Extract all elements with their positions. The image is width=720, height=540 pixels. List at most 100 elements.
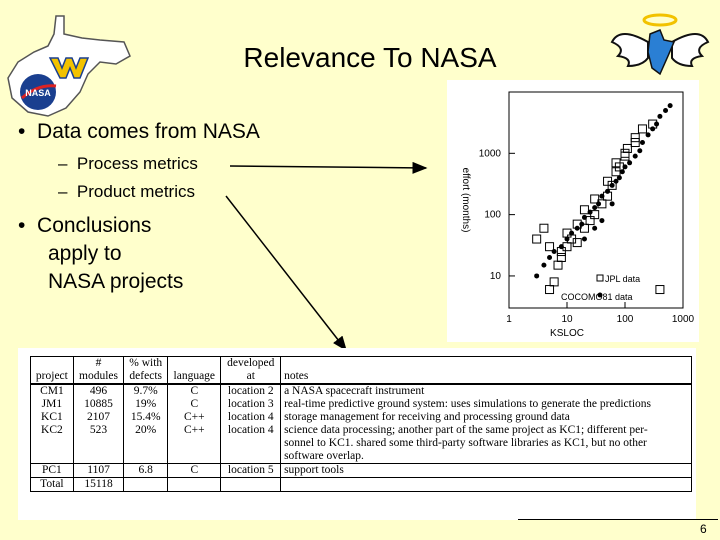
cocomo-data-point (654, 121, 660, 127)
jpl-data-point (603, 176, 613, 186)
cell-defects: 6.8 (123, 463, 169, 478)
cell-defects (123, 477, 169, 492)
cocomo-data-point (592, 225, 598, 231)
x-axis-label: KSLOC (550, 328, 584, 339)
header-defects: defects (123, 370, 169, 385)
cell-modules: 2107 (72, 411, 125, 424)
jpl-data-point (553, 260, 563, 270)
jpl-data-point (620, 148, 630, 158)
table-row-total: Total 15118 (30, 477, 692, 492)
cell-notes (280, 477, 692, 492)
cell-notes: real-time predictive ground system: uses… (280, 398, 692, 411)
cell-notes: a NASA spacecraft instrument (280, 383, 692, 398)
y-axis-label: effort (months) (460, 168, 471, 233)
bullet-conclusions-line1: Conclusions (37, 214, 152, 237)
cocomo-data-point (627, 160, 633, 166)
bullet-data-source-text: Data comes from NASA (37, 120, 260, 143)
cell-location: location 5 (220, 463, 282, 478)
jpl-data-point (556, 252, 566, 262)
cell-defects: 19% (123, 398, 169, 411)
cell-modules: 1107 (72, 463, 125, 478)
jpl-data-point (655, 285, 665, 295)
cocomo-data-point (534, 273, 540, 279)
header-project: project (30, 370, 74, 385)
cocomo-data-point (639, 140, 645, 146)
cell-language (167, 477, 222, 492)
cell-modules: 523 (72, 424, 125, 464)
page-number: 6 (700, 522, 707, 536)
subbullet-process-metrics: – Process metrics (58, 154, 198, 173)
cocomo-data-point (605, 188, 611, 194)
cell-language: C++ (167, 424, 222, 464)
cell-location: location 3 (220, 398, 282, 411)
jpl-data-point (622, 143, 632, 153)
jpl-data-point (630, 138, 640, 148)
cocomo-data-point (637, 148, 643, 154)
scatter-plot-svg: 1000 100 10 1 10 100 1000 effort (months) KSL… (460, 91, 695, 339)
cocomo-data-point (551, 249, 557, 255)
cell-notes-line: software overlap. (284, 450, 364, 462)
cocomo-data-point (609, 201, 615, 207)
header-developed-top: developed (220, 356, 282, 370)
cell-modules: 15118 (72, 477, 125, 492)
cell-modules: 496 (72, 383, 125, 398)
cell-modules: 10885 (72, 398, 125, 411)
cocomo-data-point (574, 225, 580, 231)
cell-defects: 20% (123, 424, 169, 464)
jpl-data-point (590, 194, 600, 204)
jpl-data-point (579, 205, 589, 215)
cell-language: C (167, 463, 222, 478)
cell-notes-line: sonnel to KC1. shared some third-party s… (284, 437, 647, 449)
cocomo-data-point (558, 244, 564, 250)
cocomo-data-point (619, 169, 625, 175)
projects-table: # % with developed project modules defec… (30, 356, 692, 492)
legend-square-marker (596, 274, 604, 282)
jpl-data-point (572, 238, 582, 248)
cell-project: Total (30, 477, 74, 492)
nasa-projects-table: # % with developed project modules defec… (18, 348, 696, 520)
footer-divider (518, 519, 718, 520)
cell-location: location 4 (220, 411, 282, 424)
cocomo-data-point (663, 107, 669, 113)
table-header-row-1: # % with developed (30, 356, 692, 370)
plot-legend: JPL data COCOMO81 data (561, 274, 640, 302)
subbullet-process-metrics-text: Process metrics (76, 154, 198, 173)
table-header-row-2: project modules defects language at note… (30, 370, 692, 385)
cocomo-data-point (579, 221, 585, 227)
jpl-data-point (549, 277, 559, 287)
jpl-data-point (562, 242, 572, 252)
table-row: KC1 2107 15.4% C++ location 4 storage ma… (30, 411, 692, 424)
jpl-data-point (545, 285, 555, 295)
winged-state-logo (610, 13, 710, 76)
header-language-top (167, 356, 222, 370)
x-tick-label: 100 (617, 314, 634, 325)
header-modules: modules (72, 370, 125, 385)
cocomo-data-point (632, 153, 638, 159)
cell-language: C (167, 398, 222, 411)
legend-jpl: JPL data (605, 274, 640, 284)
effort-scatter-plot: 1000 100 10 1 10 100 1000 effort (months) KSL… (447, 80, 699, 342)
table-row: KC2 523 20% C++ location 4 science data … (30, 424, 692, 464)
x-tick-label: 1 (506, 314, 512, 325)
wv-flying-logo-icon (48, 57, 90, 79)
cell-notes: science data processing; another part of… (280, 424, 692, 464)
cocomo-data-point (599, 218, 605, 224)
cell-project: CM1 (30, 383, 74, 398)
jpl-data-point (545, 242, 555, 252)
cell-notes-line: science data processing; another part of… (284, 424, 648, 436)
cocomo-data-point (587, 209, 593, 215)
legend-cocomo: COCOMO81 data (561, 292, 633, 302)
bullet-conclusions: • Conclusions apply to NASA projects (18, 212, 183, 296)
cocomo-data-point (581, 236, 587, 242)
jpl-data-point (539, 223, 549, 233)
cell-location: location 4 (220, 424, 282, 464)
cocomo-data-point (564, 236, 570, 242)
cell-project: JM1 (30, 398, 74, 411)
jpl-data-point (585, 216, 595, 226)
table-row: PC1 1107 6.8 C location 5 support tools (30, 463, 692, 478)
cocomo-data-point (592, 205, 598, 211)
jpl-data-point (611, 158, 621, 168)
y-tick-label: 1000 (479, 148, 502, 159)
jpl-data-point (590, 210, 600, 220)
